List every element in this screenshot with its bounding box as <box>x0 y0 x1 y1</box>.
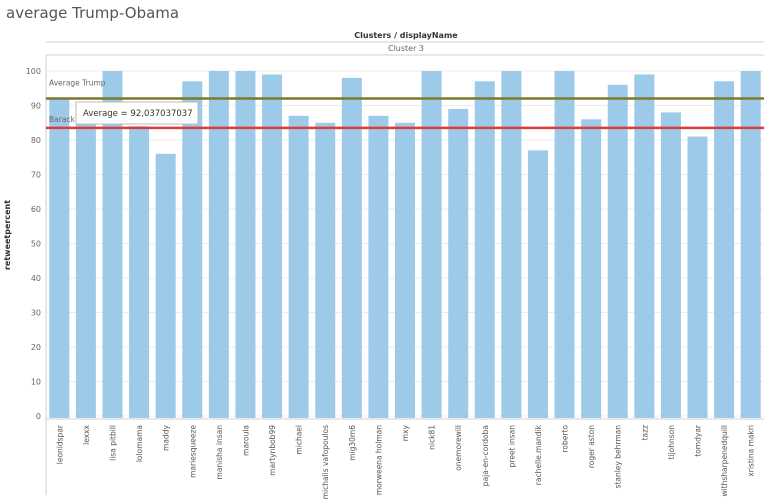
header-title: Clusters / displayName <box>354 31 458 40</box>
y-tick-label: 40 <box>31 274 41 283</box>
bar <box>501 71 522 418</box>
y-axis-label: retweetpercent <box>3 200 12 270</box>
bar <box>182 81 203 418</box>
x-tick-label: paja-en-cordoba <box>481 425 490 486</box>
bar <box>660 112 681 419</box>
x-tick-label: withsharpenedquill <box>720 425 729 497</box>
y-axis: 0 10 20 30 40 50 60 70 80 90 100 <box>26 67 41 421</box>
x-tick-label: lexxx <box>82 424 91 444</box>
bars <box>49 71 761 419</box>
bar <box>395 122 415 418</box>
bar <box>554 71 575 418</box>
x-tick-label: leonidspar <box>55 424 64 464</box>
bar <box>474 81 495 418</box>
x-tick-label: stanley behrman <box>614 425 623 489</box>
bar <box>368 115 389 418</box>
bar <box>262 74 283 418</box>
bar <box>714 81 735 418</box>
x-tick-label: mig30m6 <box>348 425 357 461</box>
y-tick-label: 90 <box>31 102 41 111</box>
x-tick-label: rachelle.mandik <box>534 424 543 485</box>
x-tick-label: onemorewill <box>454 425 463 471</box>
x-tick-label: preet insan <box>507 425 516 468</box>
y-tick-label: 80 <box>31 136 41 145</box>
bar <box>155 153 176 419</box>
x-tick-label: mariesqueeze <box>188 425 197 478</box>
x-tick-label: roger aston <box>587 425 596 468</box>
x-tick-label: roberto <box>561 425 570 453</box>
x-tick-label: maddy <box>162 424 171 450</box>
bar <box>421 71 442 418</box>
y-tick-label: 50 <box>31 240 41 249</box>
x-tick-label: michael <box>295 425 304 455</box>
y-tick-label: 20 <box>31 343 41 352</box>
x-tick-label: nick81 <box>428 425 437 450</box>
bar <box>315 122 336 418</box>
bar <box>740 71 761 418</box>
bar <box>129 126 150 418</box>
y-tick-label: 100 <box>26 67 41 76</box>
y-tick-label: 10 <box>31 378 41 387</box>
x-tick-label: mxy <box>401 424 410 441</box>
y-tick-label: 60 <box>31 205 41 214</box>
bar <box>341 77 362 419</box>
tooltip: Average = 92,037037037 <box>75 101 199 125</box>
bar <box>49 98 70 418</box>
bar <box>581 119 602 419</box>
reference-line-label: Average Trump <box>49 78 106 87</box>
bar <box>208 71 229 418</box>
tooltip-text: Average = 92,037037037 <box>83 109 193 119</box>
bar <box>288 115 309 418</box>
x-axis: leonidspar lexxx lisa pitbill lolomama maddy… <box>55 424 755 499</box>
bar <box>607 84 628 419</box>
x-tick-label: tomdyar <box>694 424 703 457</box>
x-tick-label: lolomama <box>135 425 144 462</box>
bar <box>75 112 96 419</box>
bar <box>527 150 548 418</box>
bar <box>634 74 655 418</box>
x-tick-label: michalis vafopoulos <box>321 425 330 499</box>
x-tick-label: martynbob99 <box>268 425 277 476</box>
x-tick-label: lisa pitbill <box>108 425 117 461</box>
x-tick-label: tazz <box>640 425 649 440</box>
bar <box>235 71 256 418</box>
x-tick-label: xristina makri <box>747 425 756 477</box>
x-tick-label: tijohnson <box>667 425 676 460</box>
x-tick-label: manisha insan <box>215 425 224 480</box>
bar <box>448 108 469 418</box>
tooltip-box <box>75 101 199 125</box>
x-tick-label: maroula <box>241 425 250 456</box>
bar <box>687 136 708 419</box>
header-subtitle: Cluster 3 <box>388 44 424 53</box>
y-tick-label: 30 <box>31 309 41 318</box>
y-tick-label: 70 <box>31 171 41 180</box>
bar <box>102 71 123 418</box>
chart-title: average Trump-Obama <box>6 4 180 22</box>
x-tick-label: morweena holman <box>374 425 383 495</box>
y-tick-label: 0 <box>36 412 41 421</box>
